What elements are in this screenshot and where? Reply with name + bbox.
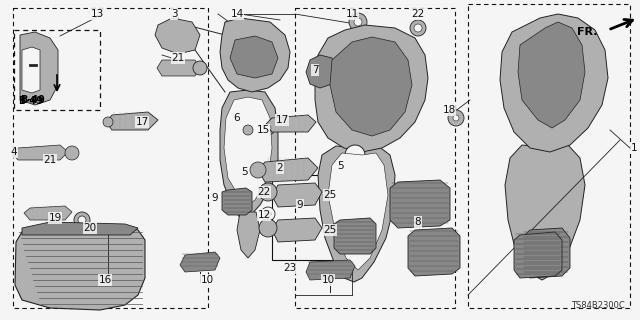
Text: 17: 17: [275, 115, 289, 125]
Polygon shape: [230, 36, 278, 78]
Circle shape: [453, 115, 459, 121]
Text: 9: 9: [297, 200, 303, 210]
Polygon shape: [258, 158, 318, 182]
Circle shape: [265, 211, 271, 217]
Polygon shape: [306, 260, 355, 280]
Text: 1: 1: [630, 143, 637, 153]
Bar: [13, 8, 208, 308]
Text: 8: 8: [415, 217, 421, 227]
Circle shape: [193, 61, 207, 75]
Circle shape: [410, 20, 426, 36]
Polygon shape: [20, 32, 58, 105]
Circle shape: [250, 162, 266, 178]
Text: 25: 25: [323, 190, 337, 200]
Polygon shape: [224, 97, 272, 205]
Circle shape: [74, 212, 90, 228]
Circle shape: [236, 118, 260, 142]
Text: B-49: B-49: [20, 95, 45, 105]
Polygon shape: [306, 55, 336, 88]
Text: 4: 4: [11, 147, 17, 157]
Text: 5: 5: [337, 161, 343, 171]
Circle shape: [78, 216, 86, 224]
Polygon shape: [334, 218, 376, 254]
Polygon shape: [12, 145, 68, 160]
Circle shape: [264, 186, 276, 198]
Bar: [468, 4, 630, 308]
Circle shape: [265, 125, 271, 131]
Polygon shape: [220, 90, 278, 218]
Polygon shape: [272, 218, 322, 242]
Circle shape: [354, 18, 362, 26]
Circle shape: [261, 121, 275, 135]
Circle shape: [261, 207, 275, 221]
Text: 2: 2: [276, 163, 284, 173]
Polygon shape: [315, 25, 428, 152]
Text: 9: 9: [212, 193, 218, 203]
Text: 18: 18: [442, 105, 456, 115]
Text: 21: 21: [44, 155, 56, 165]
Text: 13: 13: [90, 9, 104, 19]
Polygon shape: [157, 60, 200, 76]
Polygon shape: [22, 222, 138, 235]
Polygon shape: [330, 37, 412, 136]
Polygon shape: [272, 183, 322, 207]
Polygon shape: [106, 112, 158, 130]
Text: 10: 10: [321, 275, 335, 285]
Text: 25: 25: [323, 225, 337, 235]
Circle shape: [414, 24, 422, 32]
Circle shape: [259, 219, 277, 237]
Circle shape: [349, 13, 367, 31]
Polygon shape: [180, 252, 220, 272]
Text: 10: 10: [200, 275, 214, 285]
Polygon shape: [408, 228, 460, 276]
Text: FR.: FR.: [577, 27, 598, 37]
Polygon shape: [514, 232, 562, 278]
Text: 22: 22: [412, 9, 424, 19]
Polygon shape: [237, 212, 260, 258]
Text: 20: 20: [83, 223, 97, 233]
Text: B-49: B-49: [18, 96, 43, 106]
Text: 12: 12: [257, 210, 271, 220]
Text: 15: 15: [257, 125, 269, 135]
Polygon shape: [24, 206, 72, 220]
Circle shape: [448, 110, 464, 126]
Text: 5: 5: [241, 167, 247, 177]
Text: 17: 17: [136, 117, 148, 127]
Polygon shape: [22, 47, 40, 93]
Text: 14: 14: [230, 9, 244, 19]
Polygon shape: [318, 146, 395, 282]
Polygon shape: [155, 18, 200, 54]
Circle shape: [103, 117, 113, 127]
Circle shape: [243, 125, 253, 135]
Circle shape: [65, 146, 79, 160]
Bar: [14, 30, 100, 110]
Polygon shape: [518, 22, 585, 128]
Polygon shape: [505, 145, 585, 280]
Bar: [295, 8, 455, 308]
Text: 3: 3: [171, 9, 177, 19]
Polygon shape: [222, 188, 252, 215]
Polygon shape: [328, 153, 388, 270]
Polygon shape: [390, 180, 450, 228]
Circle shape: [259, 183, 277, 201]
Circle shape: [345, 145, 365, 165]
Text: 7: 7: [312, 65, 318, 75]
Text: 22: 22: [257, 187, 271, 197]
Text: 6: 6: [234, 113, 240, 123]
Polygon shape: [220, 18, 290, 92]
Polygon shape: [500, 14, 608, 152]
Circle shape: [238, 165, 258, 185]
Text: 11: 11: [346, 9, 358, 19]
Bar: [272, 175, 372, 260]
Text: 23: 23: [284, 263, 296, 273]
Polygon shape: [522, 228, 570, 278]
Text: 21: 21: [172, 53, 184, 63]
Text: TS84B2300C: TS84B2300C: [572, 301, 625, 310]
Text: 16: 16: [99, 275, 111, 285]
Polygon shape: [266, 115, 316, 132]
Polygon shape: [15, 224, 145, 310]
Text: 19: 19: [49, 213, 61, 223]
